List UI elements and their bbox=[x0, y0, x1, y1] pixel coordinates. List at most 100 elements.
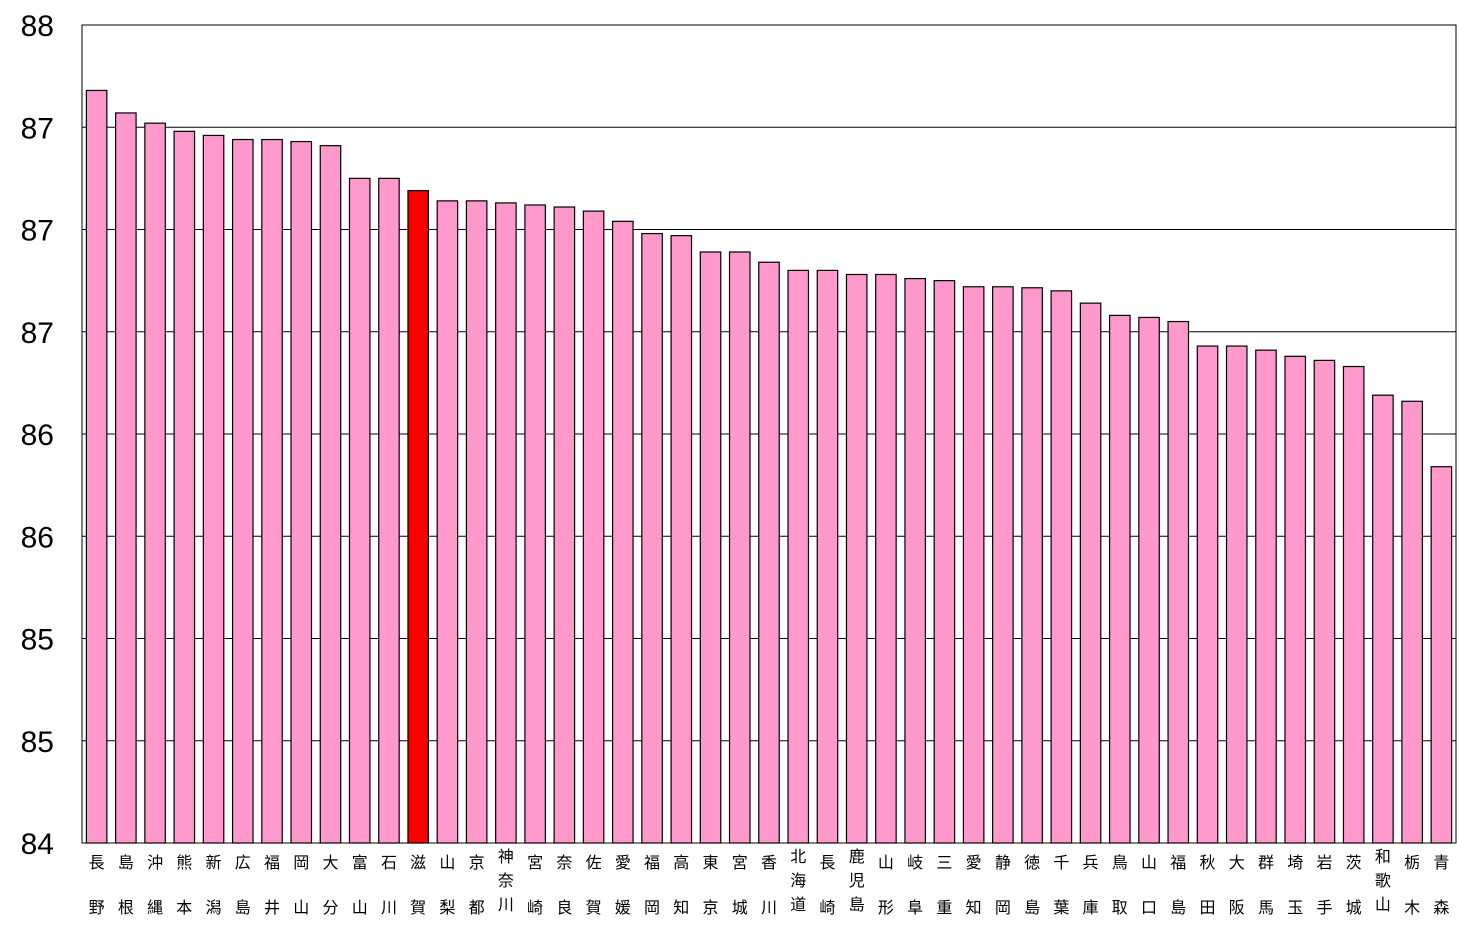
bar bbox=[1108, 314, 1131, 844]
bar bbox=[231, 138, 254, 844]
x-tick-label-char: 佐 bbox=[586, 853, 602, 872]
bar bbox=[641, 232, 663, 844]
bar bbox=[1255, 349, 1277, 844]
x-tick-label-char: 三 bbox=[936, 853, 952, 872]
x-tick-label-char: 茨 bbox=[1346, 853, 1362, 872]
x-tick-label-char: 岩 bbox=[1316, 853, 1332, 872]
x-tick-label: 奈良 bbox=[556, 853, 572, 917]
x-tick-label-char: 野 bbox=[89, 898, 105, 917]
bar bbox=[582, 210, 605, 844]
bar bbox=[1284, 355, 1307, 844]
x-tick-label-char: 福 bbox=[644, 853, 660, 872]
x-tick-label-char: 媛 bbox=[615, 898, 631, 917]
x-tick-label-char: 愛 bbox=[615, 853, 631, 872]
bar bbox=[1430, 466, 1453, 844]
x-tick-label-char: 福 bbox=[1170, 853, 1186, 872]
x-tick-label-char: 玉 bbox=[1287, 898, 1303, 917]
x-tick-label-char: 滋 bbox=[410, 853, 426, 872]
x-tick-label: 千葉 bbox=[1053, 853, 1069, 917]
x-tick-label-char: 森 bbox=[1433, 898, 1449, 917]
x-tick-label-char: 知 bbox=[673, 898, 689, 917]
x-tick-label-char: 手 bbox=[1316, 898, 1332, 917]
x-tick-label-char: 城 bbox=[732, 898, 748, 917]
bar bbox=[1050, 290, 1073, 844]
bar bbox=[524, 204, 546, 844]
x-tick-label: 茨城 bbox=[1346, 853, 1362, 917]
x-tick-label: 香川 bbox=[761, 853, 777, 917]
x-tick-label-char: 長 bbox=[819, 853, 835, 872]
x-tick-label: 愛知 bbox=[966, 853, 982, 917]
y-tick-label: 87 bbox=[21, 112, 54, 145]
x-tick-label: 長崎 bbox=[819, 853, 835, 917]
bar bbox=[904, 277, 927, 844]
x-tick-label-char: 福 bbox=[264, 853, 280, 872]
bar bbox=[1372, 394, 1394, 844]
x-tick-label-char: 京 bbox=[703, 898, 719, 917]
x-tick-label-char: 京 bbox=[469, 853, 485, 872]
x-tick-label: 山口 bbox=[1141, 853, 1157, 917]
y-tick-label: 85 bbox=[21, 624, 54, 657]
y-tick-label: 88 bbox=[21, 10, 54, 43]
x-tick-label: 青森 bbox=[1433, 853, 1449, 917]
x-tick-label-char: 奈 bbox=[498, 871, 514, 890]
x-tick-label: 大阪 bbox=[1229, 853, 1245, 917]
x-tick-label-char: 栃 bbox=[1404, 853, 1420, 872]
x-tick-label: 新潟 bbox=[206, 853, 222, 917]
x-tick-label: 静岡 bbox=[995, 853, 1011, 917]
bar bbox=[465, 200, 488, 844]
x-tick-label-char: 田 bbox=[1200, 898, 1216, 917]
x-tick-label-char: 北 bbox=[790, 847, 806, 866]
x-tick-label: 秋田 bbox=[1200, 853, 1216, 917]
x-tick-label-char: 埼 bbox=[1287, 853, 1303, 872]
bar bbox=[787, 269, 810, 844]
bar bbox=[173, 130, 196, 844]
y-tick-label: 84 bbox=[21, 828, 54, 861]
bar bbox=[992, 286, 1014, 844]
x-tick-label-char: 海 bbox=[790, 871, 806, 890]
bar bbox=[1225, 345, 1248, 844]
bar bbox=[495, 202, 517, 844]
bar bbox=[436, 200, 459, 844]
x-tick-label-char: 香 bbox=[761, 853, 777, 872]
x-tick-label-char: 山 bbox=[439, 853, 455, 872]
bar bbox=[962, 286, 985, 844]
bar bbox=[611, 220, 634, 844]
x-tick-label: 福岡 bbox=[644, 853, 660, 917]
bar bbox=[816, 269, 839, 844]
x-tick-label-char: 縄 bbox=[147, 898, 163, 917]
x-tick-label-char: 愛 bbox=[966, 853, 982, 872]
x-tick-label: 高知 bbox=[673, 853, 689, 917]
x-tick-label: 埼玉 bbox=[1287, 853, 1303, 917]
x-tick-label-char: 分 bbox=[322, 898, 338, 917]
x-tick-label-char: 本 bbox=[176, 898, 192, 917]
x-tick-label: 沖縄 bbox=[147, 853, 163, 917]
x-tick-label-char: 大 bbox=[1229, 853, 1245, 872]
x-axis-labels: 長野島根沖縄熊本新潟広島福井岡山大分富山石川滋賀山梨京都神奈川宮崎奈良佐賀愛媛福… bbox=[89, 847, 1450, 917]
x-tick-label-char: 馬 bbox=[1258, 898, 1274, 917]
x-tick-label-char: 城 bbox=[1346, 898, 1362, 917]
x-tick-label: 鳥取 bbox=[1112, 853, 1128, 917]
x-tick-label: 宮城 bbox=[732, 853, 748, 917]
x-tick-label: 熊本 bbox=[176, 853, 192, 917]
bar bbox=[670, 235, 693, 844]
x-tick-label-char: 知 bbox=[966, 898, 982, 917]
x-tick-label-char: 島 bbox=[1024, 898, 1040, 917]
x-tick-label-char: 鹿 bbox=[849, 847, 865, 866]
x-tick-label-char: 山 bbox=[352, 898, 368, 917]
x-tick-label: 岐阜 bbox=[907, 853, 923, 917]
bar bbox=[85, 89, 108, 844]
x-tick-label-char: 広 bbox=[235, 853, 251, 872]
x-tick-label-char: 川 bbox=[381, 898, 397, 917]
x-tick-label-char: 歌 bbox=[1375, 871, 1391, 890]
x-tick-label-char: 岐 bbox=[907, 853, 923, 872]
x-tick-label-char: 岡 bbox=[293, 853, 309, 872]
x-tick-label-char: 葉 bbox=[1053, 898, 1069, 917]
bar bbox=[319, 145, 342, 844]
bar bbox=[261, 138, 283, 844]
x-tick-label: 富山 bbox=[352, 853, 368, 917]
x-tick-label-char: 山 bbox=[878, 853, 894, 872]
bar bbox=[144, 122, 166, 844]
x-tick-label: 鹿児島 bbox=[849, 847, 865, 914]
bar bbox=[553, 206, 576, 844]
x-tick-label: 兵庫 bbox=[1083, 853, 1099, 917]
